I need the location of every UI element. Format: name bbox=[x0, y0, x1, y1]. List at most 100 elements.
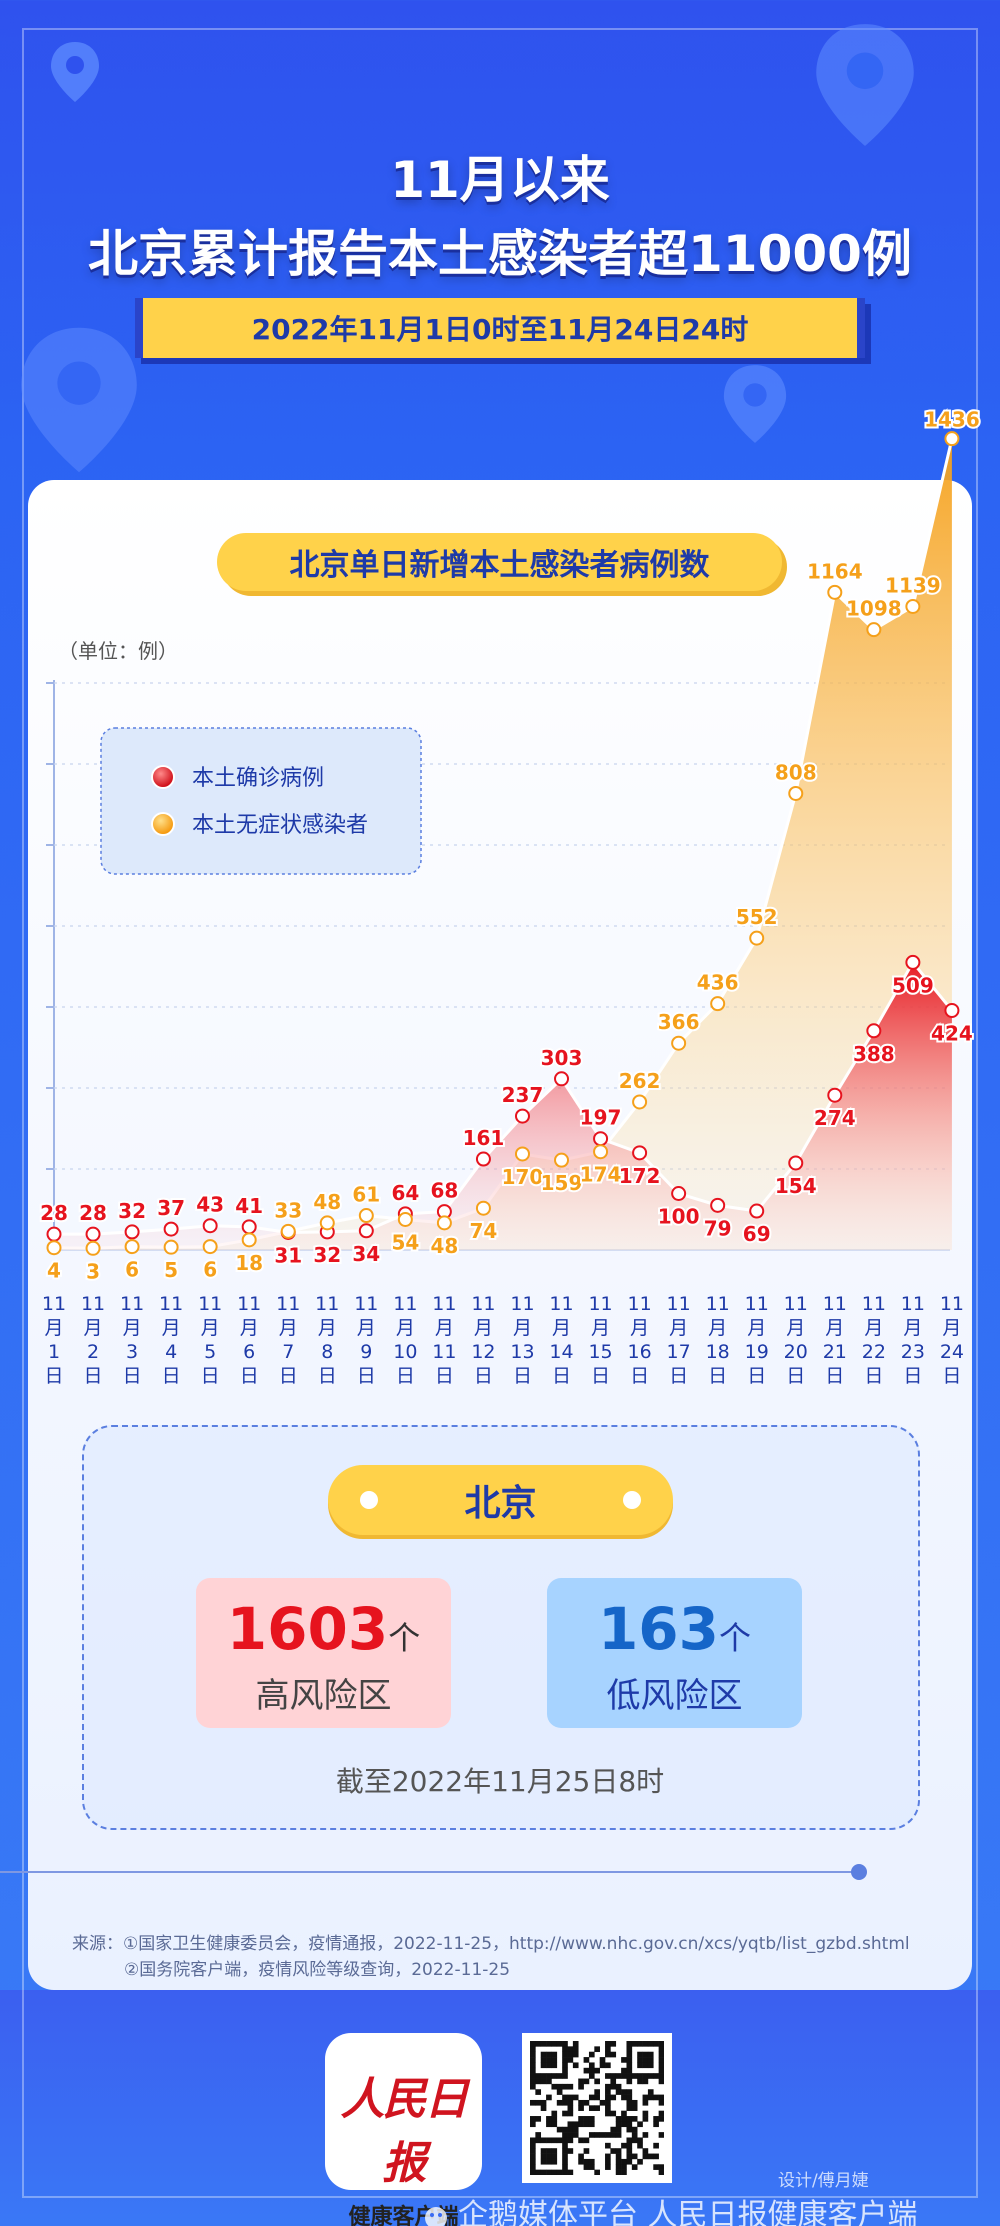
data-point bbox=[788, 785, 804, 801]
source-line-2: ②国务院客户端，疫情风险等级查询，2022-11-25 bbox=[124, 1960, 511, 1980]
data-point bbox=[944, 431, 960, 447]
data-point bbox=[671, 1186, 687, 1201]
data-label: 41 bbox=[235, 1194, 263, 1218]
penguin-icon bbox=[425, 2206, 447, 2226]
date-range-banner: 2022年11月1日0时至11月24日24时 bbox=[135, 298, 865, 358]
x-tick-label: 11 月 9 日 bbox=[354, 1293, 378, 1387]
page-title-line2: 北京累计报告本土感染者超11000例 bbox=[88, 225, 912, 283]
data-label: 68 bbox=[430, 1179, 458, 1203]
region-name-pill: 北京 bbox=[328, 1465, 673, 1535]
data-point bbox=[671, 1035, 687, 1051]
data-label: 54 bbox=[391, 1230, 419, 1254]
high-risk-number: 1603 bbox=[226, 1595, 389, 1663]
data-label: 509 bbox=[892, 973, 934, 997]
data-point bbox=[554, 1071, 570, 1087]
low-risk-label: 低风险区 bbox=[606, 1676, 743, 1716]
data-point bbox=[866, 1023, 882, 1039]
x-tick-label: 11 月 13 日 bbox=[510, 1293, 534, 1387]
divider-line bbox=[0, 1871, 858, 1873]
data-label: 1139 bbox=[885, 573, 941, 597]
data-label: 64 bbox=[391, 1181, 419, 1205]
data-label: 32 bbox=[313, 1243, 341, 1267]
pill-dot-left bbox=[360, 1491, 378, 1509]
data-label: 74 bbox=[470, 1219, 498, 1243]
qr-code-icon bbox=[522, 2033, 672, 2183]
data-label: 172 bbox=[619, 1164, 661, 1188]
data-label: 28 bbox=[79, 1201, 107, 1225]
data-label: 6 bbox=[125, 1258, 139, 1282]
data-point bbox=[85, 1226, 101, 1242]
data-point bbox=[202, 1218, 218, 1234]
data-label: 1164 bbox=[807, 559, 863, 583]
map-pin-icon bbox=[723, 365, 787, 443]
data-label: 43 bbox=[196, 1193, 224, 1217]
data-point bbox=[46, 1240, 62, 1256]
x-tick-label: 11 月 11 日 bbox=[432, 1293, 456, 1387]
high-risk-card: 1603个 高风险区 bbox=[196, 1578, 451, 1728]
data-point bbox=[46, 1226, 62, 1242]
x-tick-label: 11 月 16 日 bbox=[628, 1293, 652, 1387]
data-point bbox=[280, 1223, 296, 1239]
data-label: 303 bbox=[541, 1046, 583, 1070]
legend-label-confirmed: 本土确诊病例 bbox=[192, 766, 324, 791]
data-point bbox=[905, 954, 921, 970]
low-risk-unit: 个 bbox=[719, 1619, 752, 1657]
data-label: 37 bbox=[157, 1196, 185, 1220]
data-label: 79 bbox=[704, 1216, 732, 1240]
data-label: 6 bbox=[203, 1258, 217, 1282]
data-label: 262 bbox=[619, 1069, 661, 1093]
data-label: 436 bbox=[697, 971, 739, 995]
data-point bbox=[632, 1094, 648, 1110]
high-risk-value: 1603个 bbox=[196, 1600, 451, 1658]
as-of-time: 截至2022年11月25日8时 bbox=[335, 1765, 665, 1798]
data-point bbox=[788, 1155, 804, 1171]
data-label: 28 bbox=[40, 1201, 68, 1225]
data-label: 1098 bbox=[846, 597, 902, 621]
data-point bbox=[514, 1108, 530, 1124]
x-tick-label: 11 月 4 日 bbox=[159, 1293, 183, 1387]
x-tick-label: 11 月 19 日 bbox=[745, 1293, 769, 1387]
data-label: 159 bbox=[541, 1171, 583, 1195]
data-point bbox=[944, 1002, 960, 1018]
page-title-line1: 11月以来 bbox=[390, 151, 610, 209]
data-point bbox=[749, 930, 765, 946]
data-label: 3 bbox=[86, 1259, 100, 1283]
data-point bbox=[319, 1215, 335, 1231]
data-label: 388 bbox=[853, 1042, 895, 1066]
app-logo: 人民日报 健康客户端 bbox=[325, 2033, 482, 2226]
data-label: 48 bbox=[313, 1190, 341, 1214]
data-point bbox=[475, 1200, 491, 1216]
x-tick-label: 11 月 5 日 bbox=[198, 1293, 222, 1387]
legend-marker-asymptomatic bbox=[151, 812, 175, 836]
data-point bbox=[163, 1239, 179, 1255]
low-risk-value: 163个 bbox=[547, 1600, 802, 1658]
map-pin-icon bbox=[51, 42, 99, 102]
high-risk-unit: 个 bbox=[388, 1619, 421, 1657]
x-tick-label: 11 月 18 日 bbox=[706, 1293, 730, 1387]
data-label: 5 bbox=[164, 1258, 178, 1282]
data-label: 170 bbox=[502, 1165, 544, 1189]
data-point bbox=[475, 1151, 491, 1167]
data-point bbox=[85, 1240, 101, 1256]
data-point bbox=[514, 1146, 530, 1162]
watermark-text: 企鹅媒体平台 人民日报健康客户端 bbox=[458, 2198, 918, 2226]
data-label: 48 bbox=[430, 1234, 458, 1258]
data-label: 4 bbox=[47, 1259, 61, 1283]
data-label: 552 bbox=[736, 905, 778, 929]
map-pin-icon bbox=[816, 24, 914, 146]
x-tick-label: 11 月 17 日 bbox=[667, 1293, 691, 1387]
designer-credit: 设计/傅月婕 bbox=[778, 2171, 869, 2191]
data-point bbox=[593, 1131, 609, 1147]
data-point bbox=[554, 1152, 570, 1168]
region-name: 北京 bbox=[464, 1483, 537, 1524]
x-tick-label: 11 月 1 日 bbox=[42, 1293, 66, 1387]
low-risk-card: 163个 低风险区 bbox=[547, 1578, 802, 1728]
chart-title: 北京单日新增本土感染者病例数 bbox=[217, 533, 782, 591]
data-point bbox=[827, 1087, 843, 1103]
data-label: 161 bbox=[463, 1126, 505, 1150]
series-area-1 bbox=[54, 438, 952, 1250]
x-tick-label: 11 月 15 日 bbox=[588, 1293, 612, 1387]
data-point bbox=[632, 1145, 648, 1161]
data-label: 274 bbox=[814, 1106, 856, 1130]
